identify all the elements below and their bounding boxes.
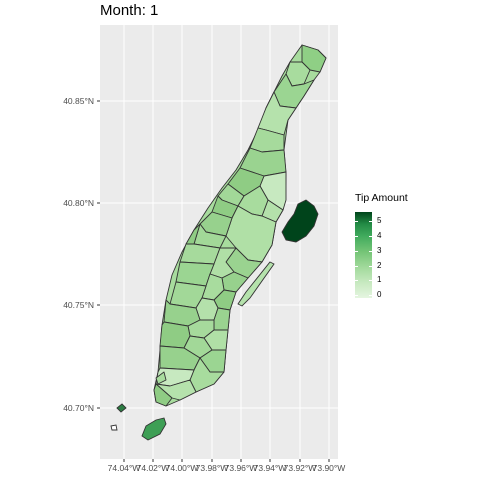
liberty-island-zone [116, 403, 127, 413]
zone-battery [153, 383, 173, 407]
y-tick-label: 40.85°N [63, 96, 94, 106]
legend-label: 5 [377, 216, 382, 225]
x-axis-ticks [123, 459, 330, 462]
legend-colorbar: 5 4 3 2 1 0 [355, 208, 395, 300]
x-tick-label: 74.02°W [137, 463, 170, 473]
taxi-zones [153, 44, 327, 407]
x-tick-label: 74.00°W [166, 463, 199, 473]
legend-title: Tip Amount [355, 192, 408, 204]
y-tick-label: 40.70°N [63, 403, 94, 413]
y-axis-ticks [97, 100, 100, 409]
roosevelt-island-zone [237, 261, 275, 307]
legend-label: 0 [377, 290, 382, 299]
legend-label: 1 [377, 275, 382, 284]
x-tick-label: 73.96°W [225, 463, 258, 473]
y-tick-label: 40.80°N [63, 198, 94, 208]
ellis-island-zone [110, 424, 118, 431]
legend-gradient [355, 212, 372, 298]
legend-label: 2 [377, 261, 382, 270]
legend-label: 3 [377, 246, 382, 255]
legend: Tip Amount 5 4 3 2 1 0 [355, 192, 408, 300]
x-tick-label: 74.04°W [108, 463, 141, 473]
legend-label: 4 [377, 231, 382, 240]
x-tick-label: 73.92°W [284, 463, 317, 473]
x-axis-labels: 74.04°W 74.02°W 74.00°W 73.98°W 73.96°W … [108, 463, 346, 473]
x-tick-label: 73.94°W [254, 463, 287, 473]
plot-title: Month: 1 [100, 2, 159, 19]
governors-island-zone [141, 417, 167, 441]
zone-pier-strip [155, 371, 167, 385]
zone-midtown-w [179, 243, 221, 265]
y-tick-label: 40.75°N [63, 300, 94, 310]
y-axis-labels: 40.70°N 40.75°N 40.80°N 40.85°N [63, 96, 94, 413]
x-tick-label: 73.98°W [196, 463, 229, 473]
randalls-island-zone [281, 199, 319, 243]
islands [110, 199, 319, 441]
x-tick-label: 73.90°W [313, 463, 346, 473]
